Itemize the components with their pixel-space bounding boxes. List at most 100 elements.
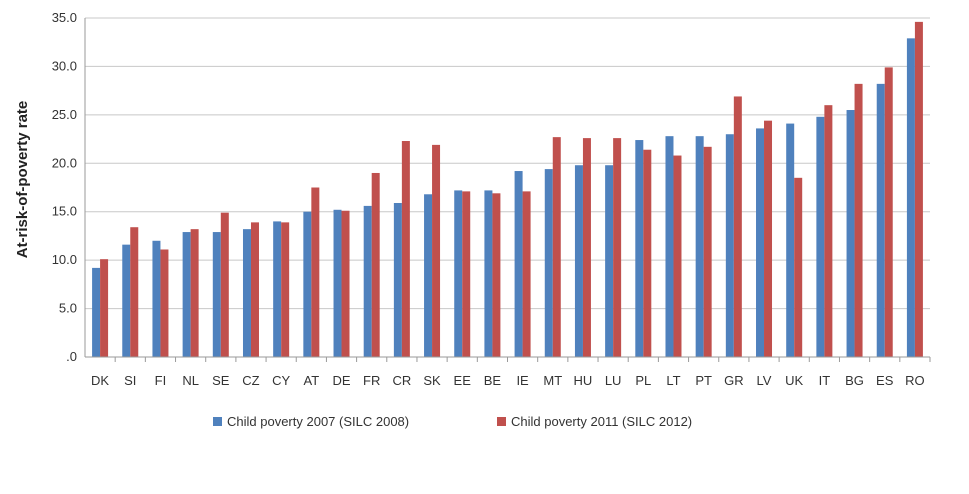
bar-2011-ro bbox=[914, 21, 923, 357]
x-tick-label: CZ bbox=[242, 373, 259, 388]
bar-2011-uk bbox=[794, 177, 803, 357]
bar-2011-nl bbox=[190, 229, 199, 357]
x-tick-label: RO bbox=[905, 373, 925, 388]
bar-2007-de bbox=[333, 209, 342, 357]
y-tick-label: 15.0 bbox=[52, 204, 77, 219]
x-tick-label: SI bbox=[124, 373, 136, 388]
y-axis-title: At-risk-of-poverty rate bbox=[14, 101, 31, 259]
bar-2011-cz bbox=[250, 222, 259, 357]
x-tick-label: HU bbox=[574, 373, 593, 388]
x-tick-label: SE bbox=[212, 373, 230, 388]
y-tick-label: 30.0 bbox=[52, 58, 77, 73]
x-tick-label: PT bbox=[695, 373, 712, 388]
bar-2007-nl bbox=[182, 232, 191, 357]
x-tick-label: LV bbox=[757, 373, 772, 388]
bar-2007-lt bbox=[665, 136, 674, 357]
x-tick-label: LU bbox=[605, 373, 622, 388]
bar-2011-es bbox=[884, 67, 893, 357]
x-tick-label: BG bbox=[845, 373, 864, 388]
bar-2011-pt bbox=[703, 146, 712, 357]
x-tick-label: MT bbox=[543, 373, 562, 388]
bar-2011-si bbox=[130, 227, 139, 357]
bar-2011-it bbox=[824, 105, 833, 358]
x-tick-label: AT bbox=[304, 373, 320, 388]
bar-2011-gr bbox=[733, 96, 742, 357]
legend-swatch-2011 bbox=[497, 417, 506, 426]
bar-2011-dk bbox=[100, 259, 109, 357]
x-tick-label: CY bbox=[272, 373, 290, 388]
x-tick-label: EE bbox=[454, 373, 472, 388]
y-tick-label: 35.0 bbox=[52, 10, 77, 25]
bar-2011-at bbox=[311, 187, 320, 357]
bar-2007-be bbox=[484, 190, 493, 357]
bar-2007-cz bbox=[242, 229, 251, 357]
bar-2007-uk bbox=[786, 123, 795, 358]
bar-2007-hu bbox=[574, 165, 583, 357]
legend-label-2011: Child poverty 2011 (SILC 2012) bbox=[511, 414, 692, 429]
legend-label-2007: Child poverty 2007 (SILC 2008) bbox=[227, 414, 409, 429]
bar-2007-dk bbox=[92, 267, 101, 357]
bar-2011-sk bbox=[432, 144, 441, 357]
y-tick-label: .0 bbox=[66, 349, 77, 364]
bar-2011-fi bbox=[160, 249, 169, 357]
x-tick-label: DE bbox=[332, 373, 350, 388]
bar-2007-at bbox=[303, 211, 312, 357]
bar-2011-cr bbox=[401, 141, 410, 357]
bar-2011-be bbox=[492, 193, 501, 357]
bar-2007-se bbox=[212, 232, 221, 357]
bar-2011-lt bbox=[673, 155, 682, 357]
bar-2007-cy bbox=[273, 221, 282, 357]
x-tick-label: NL bbox=[182, 373, 199, 388]
y-axis-ticks: .0 5.0 10.0 15.0 20.0 25.0 30.0 35.0 bbox=[52, 10, 77, 364]
legend: Child poverty 2007 (SILC 2008) Child pove… bbox=[213, 414, 692, 429]
bars bbox=[92, 21, 923, 358]
bar-2007-bg bbox=[846, 110, 855, 357]
bar-2011-bg bbox=[854, 83, 863, 357]
x-axis-ticks: DK SI FI NL SE CZ CY AT DE FR CR SK EE BE IE MT HU LU PL LT… bbox=[91, 357, 931, 388]
bar-2007-es bbox=[876, 83, 885, 357]
x-tick-label: DK bbox=[91, 373, 109, 388]
bar-2007-fi bbox=[152, 240, 161, 357]
bar-2011-cy bbox=[281, 222, 290, 357]
bar-2007-gr bbox=[725, 134, 734, 357]
y-tick-label: 10.0 bbox=[52, 252, 77, 267]
bar-2011-de bbox=[341, 210, 350, 357]
bar-2011-mt bbox=[552, 137, 561, 357]
x-tick-label: FR bbox=[363, 373, 380, 388]
gridlines bbox=[85, 17, 930, 310]
x-tick-label: CR bbox=[392, 373, 411, 388]
bar-2007-mt bbox=[544, 169, 553, 357]
bar-2007-ee bbox=[454, 190, 463, 357]
bar-2007-lu bbox=[605, 165, 614, 357]
bar-2011-lv bbox=[764, 120, 773, 357]
y-tick-label: 5.0 bbox=[59, 301, 77, 316]
bar-2007-pt bbox=[695, 136, 704, 357]
x-tick-label: PL bbox=[635, 373, 651, 388]
bar-2007-fr bbox=[363, 205, 372, 357]
bar-2007-lv bbox=[756, 128, 765, 357]
bar-2011-pl bbox=[643, 149, 652, 357]
bar-2007-it bbox=[816, 116, 825, 358]
bar-2011-ee bbox=[462, 191, 471, 357]
x-tick-label: UK bbox=[785, 373, 803, 388]
y-tick-label: 25.0 bbox=[52, 107, 77, 122]
x-tick-label: BE bbox=[484, 373, 502, 388]
bar-2011-se bbox=[220, 212, 229, 357]
x-tick-label: SK bbox=[423, 373, 441, 388]
legend-swatch-2007 bbox=[213, 417, 222, 426]
bar-2007-pl bbox=[635, 140, 644, 357]
bar-2007-cr bbox=[393, 202, 402, 357]
bar-2007-ie bbox=[514, 171, 523, 357]
x-tick-label: GR bbox=[724, 373, 744, 388]
x-tick-label: IT bbox=[819, 373, 831, 388]
bar-2011-hu bbox=[582, 138, 591, 357]
x-tick-label: FI bbox=[155, 373, 167, 388]
bar-2007-sk bbox=[424, 194, 433, 357]
bar-2011-lu bbox=[613, 138, 622, 357]
bar-2007-ro bbox=[906, 38, 915, 358]
y-tick-label: 20.0 bbox=[52, 155, 77, 170]
x-tick-label: ES bbox=[876, 373, 894, 388]
bar-2011-fr bbox=[371, 172, 380, 357]
